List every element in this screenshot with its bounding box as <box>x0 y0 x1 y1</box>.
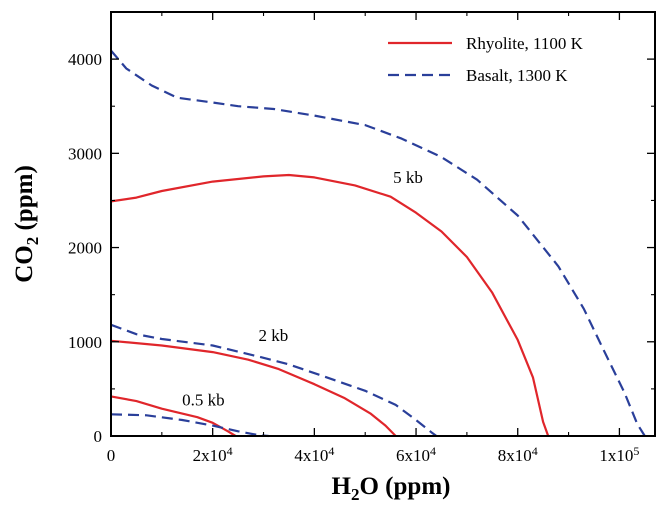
x-tick-label-base: 4x10 <box>294 446 328 465</box>
x-tick-label: 1x105 <box>599 444 639 465</box>
basalt-curve-5-kb <box>110 49 646 437</box>
rhyolite-curve-0-5-kb <box>110 395 237 437</box>
series-curves <box>110 49 646 438</box>
x-axis-title-rest: O (ppm) <box>359 473 450 500</box>
y-axis-title-rest: (ppm) <box>11 165 38 237</box>
x-tick-label-exponent: 5 <box>633 444 639 458</box>
x-tick-label-base: 2x10 <box>193 446 227 465</box>
x-tick-label: 4x104 <box>294 444 334 465</box>
x-tick-label-exponent: 4 <box>532 444 538 458</box>
y-axis-title: CO2 (ppm) <box>11 165 42 283</box>
y-axis-title-subscript: 2 <box>23 237 42 246</box>
plot-frame <box>110 11 656 437</box>
x-tick-label-exponent: 4 <box>328 444 334 458</box>
x-tick-label: 0 <box>107 446 116 465</box>
axis-ticks <box>110 12 655 437</box>
rhyolite-curve-2-kb <box>110 339 397 437</box>
y-axis-title-main: CO <box>11 245 38 283</box>
x-axis-title-subscript: 2 <box>351 485 360 502</box>
y-tick-label: 4000 <box>68 50 102 69</box>
x-tick-label: 6x104 <box>396 444 436 465</box>
x-tick-label: 8x104 <box>498 444 538 465</box>
x-axis-title-main: H <box>332 473 352 500</box>
legend-label: Rhyolite, 1100 K <box>466 34 584 53</box>
y-tick-label: 3000 <box>68 144 102 163</box>
x-tick-label-exponent: 4 <box>430 444 436 458</box>
basalt-curve-2-kb <box>110 323 438 437</box>
x-tick-label-exponent: 4 <box>227 444 233 458</box>
y-tick-label: 1000 <box>68 333 102 352</box>
pressure-label: 0.5 kb <box>182 390 225 409</box>
basalt-curve-0-5-kb <box>110 413 269 438</box>
pressure-label: 2 kb <box>258 326 288 345</box>
rhyolite-curve-5-kb <box>110 173 550 437</box>
curve-annotations: 5 kb 2 kb 0.5 kb <box>182 168 423 409</box>
x-tick-label-base: 0 <box>107 446 116 465</box>
x-tick-label-base: 8x10 <box>498 446 532 465</box>
y-tick-label: 2000 <box>68 239 102 258</box>
legend: Rhyolite, 1100 K Basalt, 1300 K <box>388 34 584 85</box>
x-axis-title: H2O (ppm) <box>332 473 451 502</box>
y-tick-label: 0 <box>94 427 103 446</box>
x-tick-label-base: 6x10 <box>396 446 430 465</box>
x-tick-label: 2x104 <box>193 444 233 465</box>
pressure-label: 5 kb <box>393 168 423 187</box>
x-tick-label-base: 1x10 <box>599 446 633 465</box>
legend-label: Basalt, 1300 K <box>466 66 568 85</box>
tick-labels: 0 2x104 4x104 6x104 8x104 1x10501000200030004… <box>68 50 639 465</box>
